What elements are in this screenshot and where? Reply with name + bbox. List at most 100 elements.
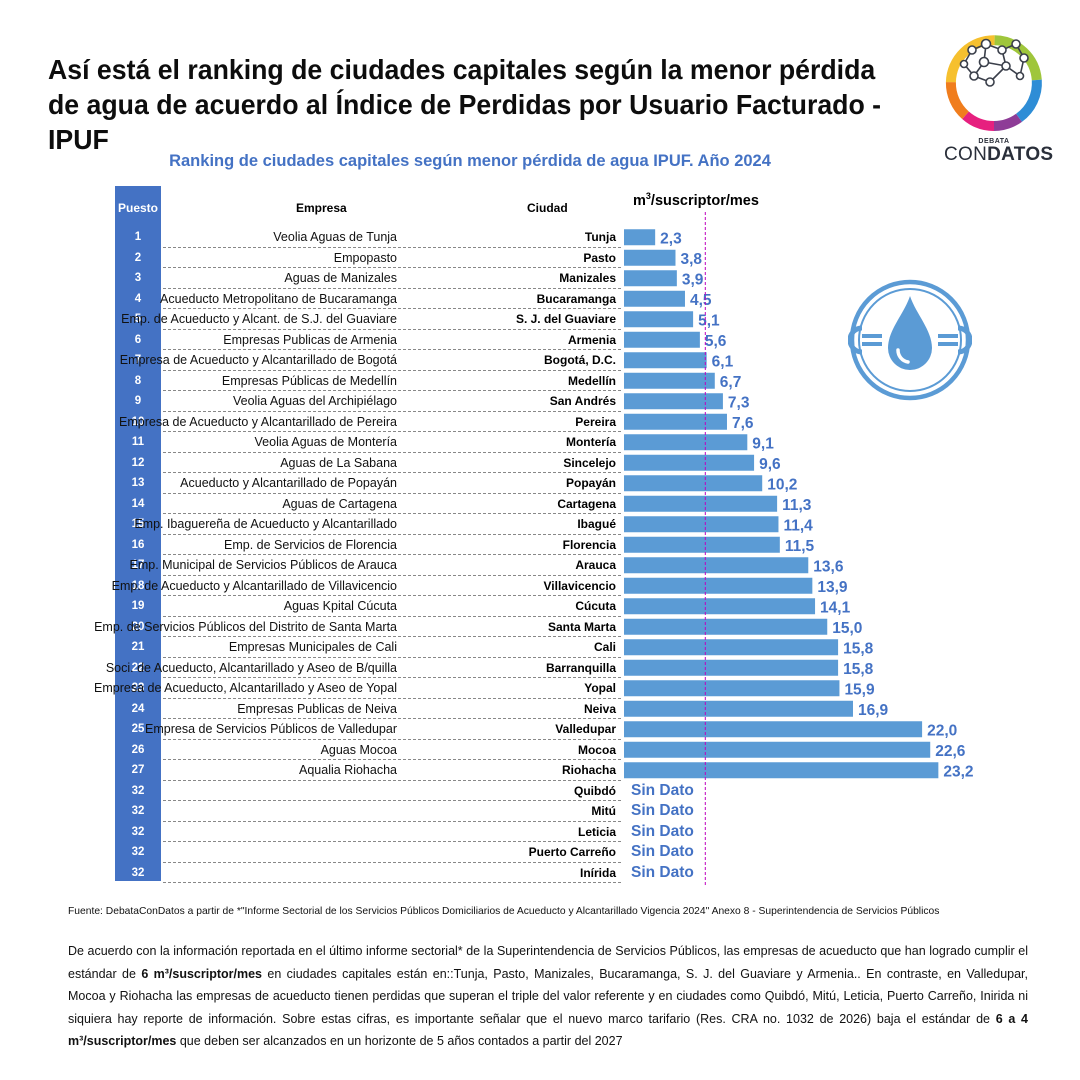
table-row: 27 Aqualia Riohacha Riohacha — [115, 760, 1025, 781]
no-data-label: Sin Dato — [631, 802, 694, 819]
rank-number: 16 — [131, 538, 145, 551]
company-name: Acueducto Metropolitano de Bucaramanga — [160, 291, 397, 306]
rank-number: 32 — [131, 846, 145, 858]
table-row: 16 Emp. de Servicios de Florencia Florenci… — [115, 535, 1025, 555]
table-row: 24 Empresas Publicas de Neiva Neiva — [115, 699, 1025, 719]
rank-number: 22 — [131, 661, 145, 674]
rank-number: 3 — [134, 272, 142, 284]
table-row: 25 Empresa de Servicios Públicos de Valle… — [115, 719, 1025, 740]
city-name: S. J. del Guaviare — [515, 312, 616, 326]
row-separator — [163, 882, 621, 883]
row-separator — [163, 472, 621, 473]
company-name: Veolia Aguas del Archipiélago — [232, 394, 397, 408]
rank-number: 20 — [131, 620, 145, 633]
city-name: Villavicencio — [543, 578, 617, 593]
company-name: Empresa de Acueducto y Alcantarillado de… — [119, 414, 397, 429]
rank-number: 15 — [131, 518, 145, 530]
row-separator — [163, 656, 621, 658]
city-name: Valledupar — [555, 722, 616, 736]
city-name: Ibagué — [577, 517, 616, 531]
rank-number: 1 — [134, 231, 142, 243]
company-name: Aguas de Cartagena — [282, 496, 397, 511]
rank-number: 12 — [131, 456, 145, 469]
row-separator — [163, 820, 621, 822]
logo-debata-text: DEBATA — [978, 138, 1010, 145]
company-name: Emp. de Acueducto y Alcantarillado de Vi… — [111, 578, 397, 593]
table-row: 18 Emp. de Acueducto y Alcantarillado de … — [111, 576, 1025, 596]
rank-number: 4 — [134, 292, 142, 305]
city-name: Bucaramanga — [536, 291, 616, 306]
page-title: Así está el ranking de ciudades capitale… — [48, 54, 882, 155]
table-row: 15 Emp. Ibaguereña de Acueducto y Alcanta… — [115, 514, 1025, 535]
table-row: 22 Soci. de Acueducto, Alcantarillado y A… — [106, 658, 1025, 678]
row-separator — [163, 492, 621, 494]
no-data-label: Sin Dato — [631, 843, 694, 860]
table-row: 3 Aguas de Manizales Manizales — [115, 268, 1025, 289]
debata-condatos-logo: DEBATA CONDATOS — [944, 20, 1053, 165]
company-name: Empresa de Acueducto y Alcantarillado de… — [119, 353, 397, 367]
table-row: 4 Acueducto Metropolitano de Bucaramanga B… — [115, 289, 1025, 309]
company-name: Aguas Kpital Cúcuta — [283, 599, 397, 613]
city-name: Bogotá, D.C. — [544, 353, 616, 367]
company-name: Veolia Aguas de Montería — [254, 435, 397, 449]
no-data-label: Sin Dato — [631, 781, 694, 799]
city-name: Quibdó — [574, 783, 616, 798]
body-paragraph: De acuerdo con la información reportada … — [68, 944, 1029, 1048]
city-name: Inírida — [579, 865, 616, 880]
row-separator — [163, 308, 621, 309]
city-name: Puerto Carreño — [528, 845, 616, 859]
row-separator — [163, 759, 621, 760]
row-separator — [163, 677, 621, 678]
city-name: Cúcuta — [575, 599, 616, 613]
network-logo-icon — [945, 35, 1042, 131]
rank-number: 6 — [134, 333, 142, 346]
no-data-label: Sin Dato — [631, 863, 694, 881]
company-name: Emp. de Servicios Públicos del Distrito … — [94, 619, 397, 634]
rank-number: 9 — [134, 395, 142, 407]
city-name: Medellín — [567, 373, 616, 388]
table-row: 32 Leticia Sin Dato — [115, 822, 1025, 842]
row-separator — [163, 738, 621, 740]
city-name: Yopal — [584, 681, 616, 695]
rank-number: 14 — [131, 497, 145, 510]
city-name: Sincelejo — [563, 455, 616, 470]
row-separator — [163, 451, 621, 453]
table-row: 7 Empresa de Acueducto y Alcantarillado d… — [115, 350, 1025, 371]
row-separator — [163, 574, 621, 576]
company-name: Emp. de Servicios de Florencia — [224, 537, 397, 552]
city-name: Leticia — [577, 824, 616, 839]
table-row: 23 Empresa de Acueducto, Alcantarillado y… — [94, 678, 1025, 699]
company-name: Veolia Aguas de Tunja — [273, 230, 397, 244]
row-separator — [163, 841, 621, 842]
rank-number: 21 — [131, 641, 145, 653]
water-drop-wrench-icon — [847, 278, 973, 402]
rank-number: 10 — [131, 415, 145, 428]
header-empresa: Empresa — [296, 201, 347, 215]
city-name: Arauca — [575, 558, 616, 572]
header-ciudad: Ciudad — [527, 201, 568, 215]
row-separator — [163, 390, 621, 391]
row-separator — [163, 718, 621, 719]
table-row: 10 Empresa de Acueducto y Alcantarillado … — [115, 412, 1025, 432]
table-row: 20 Emp. de Servicios Públicos del Distrit… — [94, 617, 1025, 637]
company-name: Empresa de Servicios Públicos de Valledu… — [145, 722, 397, 736]
company-name: Empresas Publicas de Armenia — [223, 332, 397, 347]
table-row: 32 Puerto Carreño Sin Dato — [115, 842, 1025, 863]
city-name: Popayán — [565, 476, 616, 490]
city-name: Pasto — [583, 250, 616, 265]
company-name: Emp. Ibaguereña de Acueducto y Alcantari… — [134, 517, 397, 531]
logo-condatos-text: CONDATOS — [944, 144, 1054, 165]
table-row: 26 Aguas Mocoa Mocoa — [115, 740, 1025, 760]
row-separator — [163, 410, 621, 412]
header-puesto: Puesto — [117, 201, 158, 215]
row-separator — [163, 349, 621, 350]
row-separator — [163, 595, 621, 596]
rank-number: 18 — [131, 579, 145, 592]
table-row: 8 Empresas Públicas de Medellín Medellín — [115, 371, 1025, 391]
table-row: 19 Aguas Kpital Cúcuta Cúcuta — [115, 596, 1025, 617]
city-name: Tunja — [584, 230, 616, 244]
row-separator — [163, 328, 621, 330]
company-name: Aqualia Riohacha — [299, 763, 397, 777]
company-name: Emp. de Acueducto y Alcant. de S.J. del … — [121, 312, 397, 326]
city-name: Montería — [565, 435, 616, 449]
